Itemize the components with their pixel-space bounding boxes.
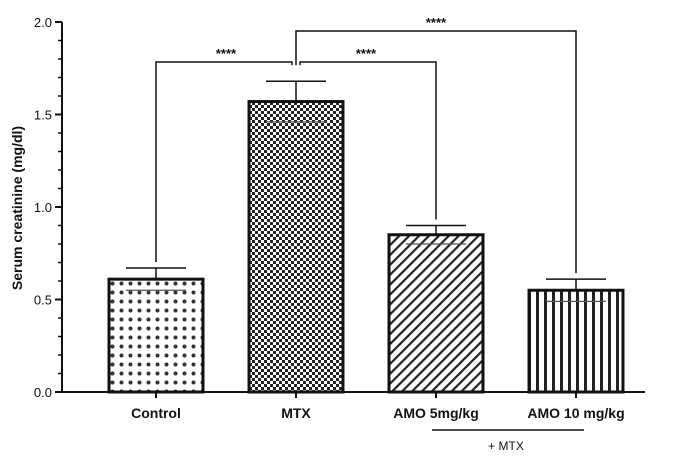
significance-bracket — [299, 61, 437, 220]
significance-bracket — [155, 61, 293, 263]
bar-2 — [387, 233, 485, 394]
bar-0 — [107, 277, 205, 394]
bars-group — [107, 80, 625, 394]
y-tick-label: 2.0 — [34, 15, 52, 30]
x-tick-label: AMO 5mg/kg — [393, 405, 479, 421]
x-tick-label: Control — [131, 405, 181, 421]
significance-label: **** — [356, 46, 377, 61]
y-axis: 0.0 0.5 1.0 1.5 2.0 — [34, 15, 63, 400]
x-tick-label: MTX — [281, 405, 311, 421]
bar-1 — [247, 100, 345, 394]
significance-bracket — [295, 30, 577, 274]
y-tick-label: 0.5 — [34, 293, 52, 308]
y-tick-label: 1.0 — [34, 200, 52, 215]
y-tick-label: 0.0 — [34, 385, 52, 400]
bar-3 — [527, 288, 625, 394]
group-label: + MTX — [488, 439, 524, 453]
x-axis: Control MTX AMO 5mg/kg AMO 10 mg/kg — [62, 391, 645, 421]
y-axis-label: Serum creatinine (mg/dl) — [9, 126, 25, 290]
significance-label: **** — [216, 46, 237, 61]
significance-brackets: **** **** **** — [155, 15, 577, 274]
group-bracket: + MTX — [432, 429, 584, 453]
y-tick-label: 1.5 — [34, 108, 52, 123]
significance-label: **** — [426, 15, 447, 30]
x-tick-label: AMO 10 mg/kg — [527, 405, 624, 421]
